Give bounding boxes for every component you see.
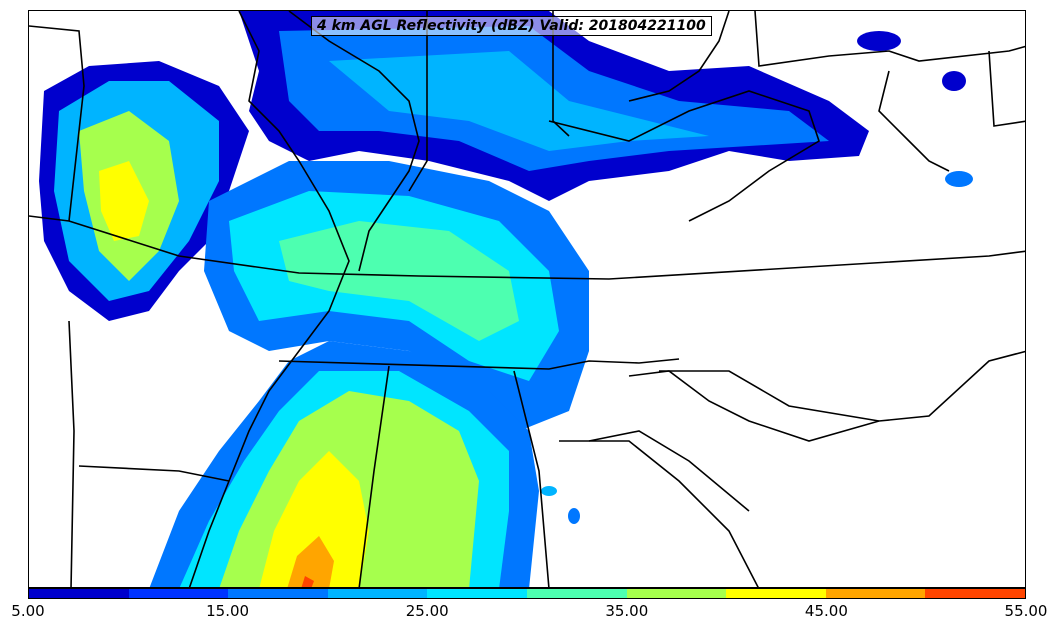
border-line-3 [278,358,680,370]
colorbar-tick-label: 25.00 [405,602,449,620]
precip-west-arc-yellow [99,161,149,241]
state-borders [29,11,1025,587]
reflectivity-map: 4 km AGL Reflectivity (dBZ) Valid: 20180… [28,10,1026,588]
colorbar [28,588,1026,599]
colorbar-segment [228,589,328,598]
colorbar-tick-label: 5.00 [11,602,45,620]
precip-cell-east-1 [945,171,973,187]
border-line-1 [29,215,1025,280]
colorbar-segment [925,589,1025,598]
precip-south-orange [287,536,334,587]
border-line-5 [68,320,75,587]
colorbar-segment [526,589,627,598]
precip-cell-east-2 [942,71,966,91]
precip-central-green [279,221,519,341]
border-line-6 [358,365,390,587]
border-line-20 [628,11,730,102]
precip-north-band-cyan [329,51,709,151]
precip-cell-east-3 [857,31,901,51]
border-line-2 [29,25,85,222]
precip-cell-south-2 [568,508,580,524]
colorbar-segment [626,589,727,598]
border-line-9 [552,11,570,137]
border-line-13 [988,50,1025,127]
colorbar-segment [327,589,428,598]
border-line-17 [588,430,750,512]
colorbar-segment [825,589,926,598]
precip-south-yellow [259,451,369,587]
border-line-14 [628,350,1025,442]
border-line-8 [408,11,428,192]
colorbar-tick-label: 35.00 [605,602,649,620]
border-line-15 [659,370,880,422]
border-line-16 [559,440,759,587]
colorbar-tick-label: 55.00 [1004,602,1048,620]
precip-south-red [301,576,314,587]
colorbar-segment [128,589,229,598]
border-line-10 [548,90,820,222]
precipitation-field [39,11,973,587]
colorbar-tick-label: 15.00 [206,602,250,620]
border-line-18 [188,11,350,587]
border-line-11 [754,11,1025,67]
map-title: 4 km AGL Reflectivity (dBZ) Valid: 20180… [311,16,712,36]
border-line-7 [513,370,550,587]
colorbar-segment [427,589,527,598]
map-canvas [29,11,1025,587]
colorbar-segment [726,589,826,598]
precip-cell-south-1 [541,486,557,496]
colorbar-tick-label: 45.00 [804,602,848,620]
border-line-4 [78,465,230,482]
border-line-12 [878,70,950,172]
border-line-19 [288,11,420,272]
colorbar-segment [29,589,129,598]
